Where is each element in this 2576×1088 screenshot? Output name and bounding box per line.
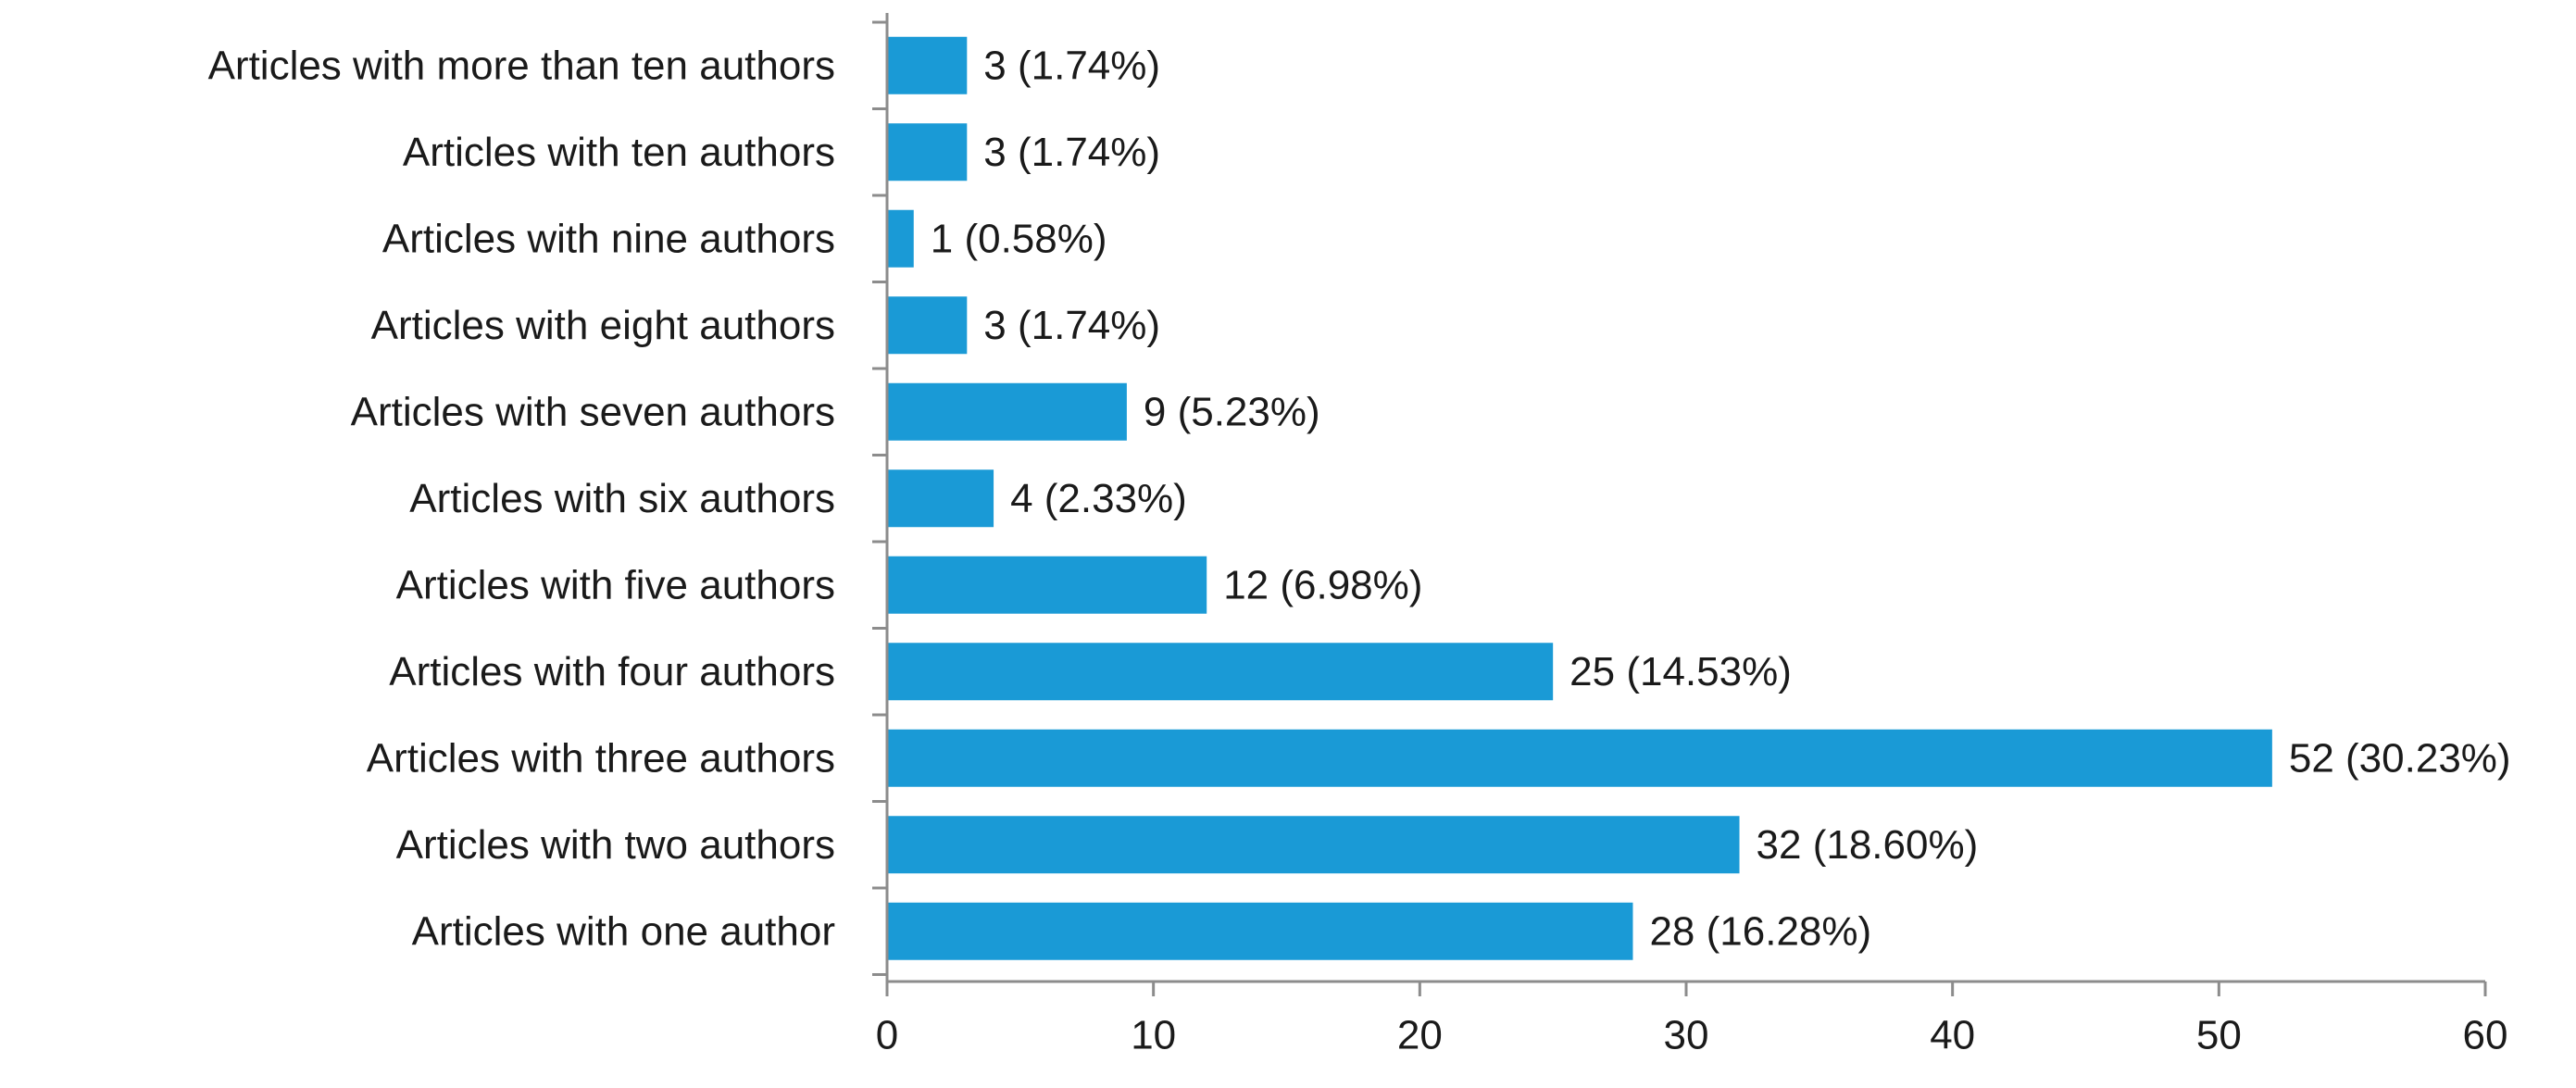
data-label: 1 (0.58%) bbox=[931, 216, 1107, 261]
x-tick-label: 60 bbox=[2463, 1013, 2508, 1058]
bar bbox=[887, 816, 1740, 874]
category-label: Articles with three authors bbox=[367, 735, 835, 781]
bar bbox=[887, 902, 1633, 960]
category-label: Articles with six authors bbox=[409, 476, 835, 521]
bar bbox=[887, 382, 1127, 441]
category-label: Articles with more than ten authors bbox=[208, 43, 835, 88]
data-label: 12 (6.98%) bbox=[1223, 562, 1422, 607]
category-label: Articles with four authors bbox=[389, 649, 835, 694]
data-label: 28 (16.28%) bbox=[1649, 908, 1871, 954]
bar bbox=[887, 643, 1554, 701]
bar bbox=[887, 556, 1207, 614]
bars-layer bbox=[887, 36, 2272, 960]
bar bbox=[887, 209, 914, 268]
category-label: Articles with seven authors bbox=[351, 389, 835, 434]
category-label: Articles with one author bbox=[412, 908, 835, 954]
data-labels-layer: 3 (1.74%) 3 (1.74%) 1 (0.58%) 3 (1.74%) 9 (5… bbox=[931, 43, 2511, 954]
category-labels-layer: Articles with more than ten authors Artic… bbox=[208, 43, 835, 954]
bar bbox=[887, 36, 968, 94]
data-label: 25 (14.53%) bbox=[1569, 649, 1792, 694]
tick-labels-layer: 0 10 20 30 40 50 60 bbox=[876, 1013, 2508, 1058]
category-label: Articles with eight authors bbox=[371, 303, 835, 348]
data-label: 52 (30.23%) bbox=[2289, 735, 2511, 781]
category-label: Articles with five authors bbox=[396, 562, 835, 607]
data-label: 9 (5.23%) bbox=[1144, 389, 1320, 434]
x-tick-label: 20 bbox=[1397, 1013, 1443, 1058]
data-label: 32 (18.60%) bbox=[1757, 822, 1979, 868]
x-tick-label: 30 bbox=[1664, 1013, 1709, 1058]
bar bbox=[887, 123, 968, 181]
x-tick-label: 10 bbox=[1131, 1013, 1176, 1058]
bar bbox=[887, 469, 994, 528]
category-label: Articles with nine authors bbox=[382, 216, 835, 261]
x-tick-label: 40 bbox=[1930, 1013, 1975, 1058]
data-label: 3 (1.74%) bbox=[983, 130, 1160, 175]
category-label: Articles with two authors bbox=[396, 822, 835, 868]
data-label: 3 (1.74%) bbox=[983, 43, 1160, 88]
x-tick-label: 0 bbox=[876, 1013, 898, 1058]
bar bbox=[887, 729, 2272, 787]
x-tick-label: 50 bbox=[2196, 1013, 2242, 1058]
data-label: 3 (1.74%) bbox=[983, 303, 1160, 348]
axis-layer bbox=[872, 13, 2487, 996]
bar bbox=[887, 296, 968, 355]
category-label: Articles with ten authors bbox=[403, 130, 835, 175]
data-label: 4 (2.33%) bbox=[1010, 476, 1187, 521]
